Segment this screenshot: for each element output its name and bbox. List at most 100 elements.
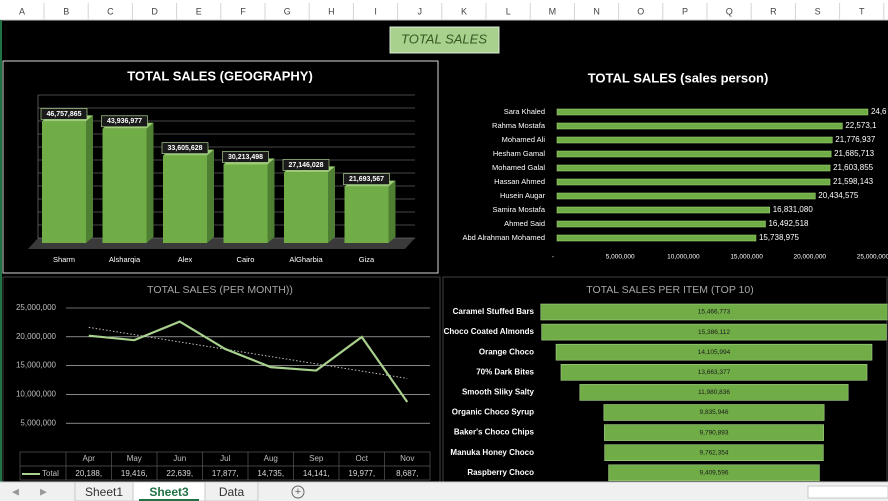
bar: [603, 404, 825, 421]
bar-side: [207, 149, 214, 243]
column-header: P: [682, 6, 688, 16]
bar: [604, 424, 824, 441]
chart-title: TOTAL SALES PER ITEM (TOP 10): [586, 284, 753, 296]
nav-next[interactable]: ▶: [40, 486, 47, 496]
table-value: 22,639,: [166, 469, 193, 478]
y-tick-label: Hassan Ahmed: [494, 177, 545, 186]
y-tick-label: Abd Alrahman Mohamed: [462, 233, 545, 242]
bar: [556, 178, 831, 186]
value-label: 24,6: [871, 107, 887, 116]
value-label: 27,146,028: [288, 162, 323, 169]
bar: [560, 363, 868, 381]
bar: [556, 206, 771, 214]
sheet-tab[interactable]: Sheet1: [85, 485, 123, 499]
bar-side: [328, 166, 335, 243]
column-header: S: [815, 6, 821, 16]
y-tick-label: Rahma Mostafa: [492, 121, 546, 130]
value-label-box: [161, 142, 209, 154]
column-header: T: [859, 6, 865, 16]
value-label: 15,466,773: [698, 309, 731, 316]
x-tick-label: 10,000,000: [667, 254, 700, 261]
sheet-tab-bg[interactable]: [204, 481, 259, 501]
dashboard-title: TOTAL SALES: [401, 31, 487, 46]
line-series: [88, 320, 409, 403]
x-tick-label: Aug: [264, 454, 278, 463]
bar: [163, 155, 207, 243]
x-tick-label: Alsharqia: [109, 255, 141, 264]
value-label: 14,105,994: [698, 349, 731, 356]
value-label: 46,757,865: [46, 111, 81, 118]
value-label: 21,598,143: [833, 177, 874, 186]
column-header: D: [151, 6, 158, 16]
column-header: I: [374, 6, 377, 16]
nav-prev[interactable]: ◀: [12, 486, 19, 496]
column-header: F: [240, 6, 246, 16]
category-label: Manuka Honey Choco: [450, 448, 534, 457]
bar: [556, 192, 816, 200]
add-sheet[interactable]: [291, 485, 305, 499]
value-label: 22,573,1: [845, 121, 877, 130]
y-tick-label: Ahmed Said: [504, 219, 545, 228]
bar: [555, 343, 873, 361]
title-box: [389, 26, 500, 54]
y-tick-label: 15,000,000: [16, 361, 57, 370]
column-header: B: [63, 6, 69, 16]
column-header: N: [593, 6, 600, 16]
x-tick-label: Apr: [83, 454, 96, 463]
category-label: Raspberry Choco: [467, 468, 534, 477]
bar-side: [388, 180, 396, 243]
value-label-box: [222, 151, 269, 163]
y-tick-label: Samira Mostafa: [492, 205, 545, 214]
chart-title: TOTAL SALES (sales person): [588, 70, 769, 85]
value-label: 20,434,575: [818, 191, 859, 200]
add-sheet-plus[interactable]: +: [295, 486, 301, 498]
table-value: 14,735,: [257, 469, 284, 478]
x-tick-label: Cairo: [237, 255, 255, 264]
sheet-tab[interactable]: Sheet3: [149, 485, 189, 499]
value-label: 13,663,377: [698, 369, 731, 376]
x-tick-label: 15,000,000: [730, 254, 763, 261]
value-label: 21,776,937: [835, 135, 876, 144]
category-label: Smooth Sliky Salty: [462, 388, 535, 397]
value-label-box: [343, 173, 390, 185]
x-tick-label: May: [127, 454, 142, 463]
column-header: H: [328, 6, 335, 16]
value-label: 16,492,518: [768, 219, 809, 228]
chart-title: TOTAL SALES (GEOGRAPHY): [127, 68, 313, 83]
column-header: E: [196, 6, 202, 16]
value-label-box: [282, 159, 330, 171]
table-value: 19,977,: [348, 469, 375, 478]
column-header-bar: [0, 0, 888, 20]
bar: [556, 234, 757, 242]
bar-side: [146, 122, 154, 243]
y-tick-label: Mohamed Galal: [492, 163, 545, 172]
chart-title: TOTAL SALES (PER MONTH)): [147, 284, 293, 296]
trendline: [88, 326, 408, 379]
y-tick-label: 5,000,000: [20, 418, 56, 427]
bar: [284, 172, 328, 243]
x-tick-label: 20,000,000: [794, 254, 827, 261]
x-tick-label: Sharm: [53, 255, 75, 264]
bar: [608, 464, 820, 482]
value-label: 30,213,498: [228, 154, 263, 161]
value-label: 9,762,354: [700, 449, 729, 456]
h-scrollbar[interactable]: [807, 485, 888, 499]
category-label: Baker's Choco Chips: [454, 428, 535, 437]
value-label: 15,386,112: [698, 329, 730, 336]
bar: [541, 323, 887, 341]
bar: [556, 220, 766, 228]
sheet-tab[interactable]: Data: [219, 485, 245, 499]
category-label: Caramel Stuffed Bars: [453, 307, 535, 316]
panel-geography: [2, 60, 439, 274]
category-label: Choco Coated Almonds: [444, 327, 535, 336]
y-tick-label: 10,000,000: [16, 390, 57, 399]
column-header: Q: [726, 6, 733, 16]
column-header: C: [107, 6, 114, 16]
x-tick-label: 25,000,000: [857, 254, 888, 261]
bar-side: [86, 115, 93, 243]
y-tick-label: Husein Augar: [500, 191, 546, 200]
table-value: 14,141,: [303, 469, 330, 478]
column-header: K: [461, 6, 467, 16]
